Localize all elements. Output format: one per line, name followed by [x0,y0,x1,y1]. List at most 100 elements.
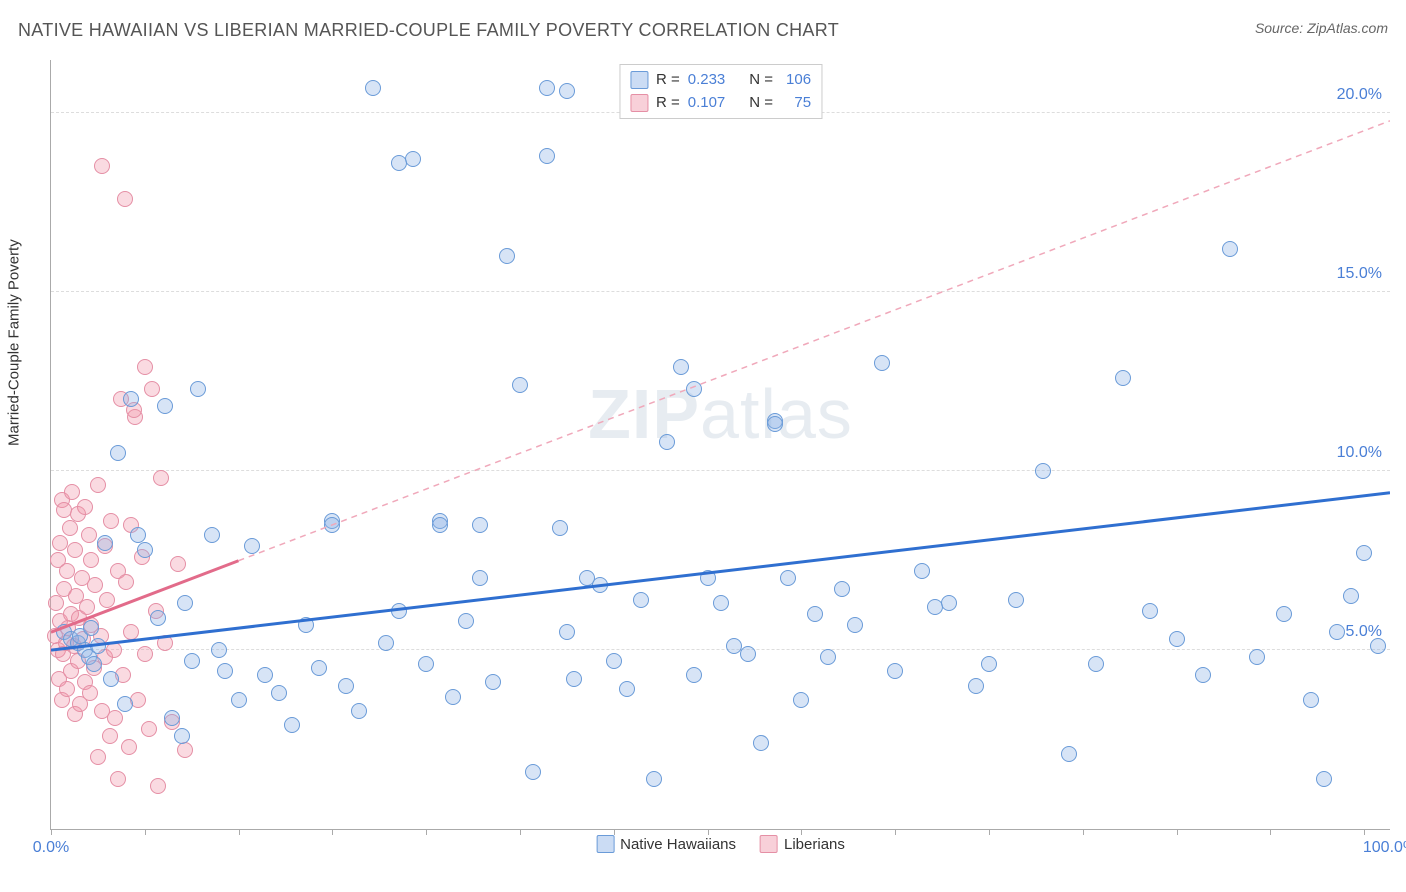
scatter-point [365,80,381,96]
scatter-point [86,656,102,672]
x-tick [989,829,990,835]
scatter-point [102,728,118,744]
scatter-point [59,681,75,697]
scatter-point [1115,370,1131,386]
scatter-point [87,577,103,593]
scatter-point [82,685,98,701]
r-value: 0.233 [688,69,726,92]
scatter-point [700,570,716,586]
scatter-point [338,678,354,694]
scatter-point [1329,624,1345,640]
scatter-point [499,248,515,264]
r-label: R = [656,69,680,92]
scatter-point [1370,638,1386,654]
x-tick [145,829,146,835]
scatter-point [103,671,119,687]
scatter-point [90,749,106,765]
watermark-zip: ZIP [588,375,700,453]
scatter-point [552,520,568,536]
scatter-point [659,434,675,450]
scatter-point [211,642,227,658]
scatter-point [633,592,649,608]
scatter-point [405,151,421,167]
scatter-point [311,660,327,676]
scatter-point [391,155,407,171]
swatch-blue-icon [630,71,648,89]
scatter-point [418,656,434,672]
scatter-point [130,692,146,708]
scatter-point [566,671,582,687]
scatter-point [67,542,83,558]
x-tick [895,829,896,835]
scatter-point [1303,692,1319,708]
swatch-pink-icon [630,94,648,112]
x-tick [426,829,427,835]
scatter-point [472,517,488,533]
n-value: 75 [781,92,811,115]
legend-item-native-hawaiians: Native Hawaiians [596,835,736,853]
scatter-point [94,158,110,174]
scatter-point [1088,656,1104,672]
watermark: ZIPatlas [588,374,853,454]
trendlines-svg [51,60,1390,829]
legend-stats-row-1: R = 0.107 N = 75 [630,92,811,115]
scatter-point [713,595,729,611]
x-tick [1177,829,1178,835]
trendline [238,121,1390,561]
scatter-point [107,710,123,726]
scatter-point [150,610,166,626]
y-tick-label: 10.0% [1337,444,1382,462]
scatter-point [150,778,166,794]
scatter-point [83,620,99,636]
scatter-point [767,416,783,432]
scatter-point [1222,241,1238,257]
scatter-point [81,527,97,543]
scatter-point [64,484,80,500]
scatter-point [190,381,206,397]
scatter-point [77,499,93,515]
scatter-point [157,398,173,414]
legend-stats-row-0: R = 0.233 N = 106 [630,69,811,92]
scatter-point [48,595,64,611]
scatter-point [79,599,95,615]
scatter-point [106,642,122,658]
scatter-point [144,381,160,397]
scatter-point [157,635,173,651]
source-prefix: Source: [1255,20,1307,36]
scatter-point [834,581,850,597]
legend-series: Native Hawaiians Liberians [596,835,845,853]
y-axis-title: Married-Couple Family Poverty [6,239,23,446]
legend-label: Liberians [784,836,845,853]
source-attribution: Source: ZipAtlas.com [1255,20,1388,36]
scatter-point [59,563,75,579]
scatter-point [592,577,608,593]
scatter-point [619,681,635,697]
scatter-point [753,735,769,751]
scatter-point [99,592,115,608]
scatter-point [807,606,823,622]
scatter-point [559,624,575,640]
scatter-point [184,653,200,669]
scatter-point [103,513,119,529]
scatter-point [646,771,662,787]
scatter-point [123,624,139,640]
scatter-point [914,563,930,579]
chart-container: NATIVE HAWAIIAN VS LIBERIAN MARRIED-COUP… [0,0,1406,892]
scatter-point [1061,746,1077,762]
scatter-point [217,663,233,679]
scatter-point [90,477,106,493]
scatter-point [117,191,133,207]
source-name: ZipAtlas.com [1307,20,1388,36]
scatter-point [52,535,68,551]
scatter-point [472,570,488,586]
scatter-point [391,603,407,619]
scatter-point [559,83,575,99]
scatter-point [164,710,180,726]
swatch-blue-icon [596,835,614,853]
scatter-point [351,703,367,719]
scatter-point [284,717,300,733]
scatter-point [137,359,153,375]
scatter-point [1195,667,1211,683]
scatter-point [968,678,984,694]
scatter-point [204,527,220,543]
